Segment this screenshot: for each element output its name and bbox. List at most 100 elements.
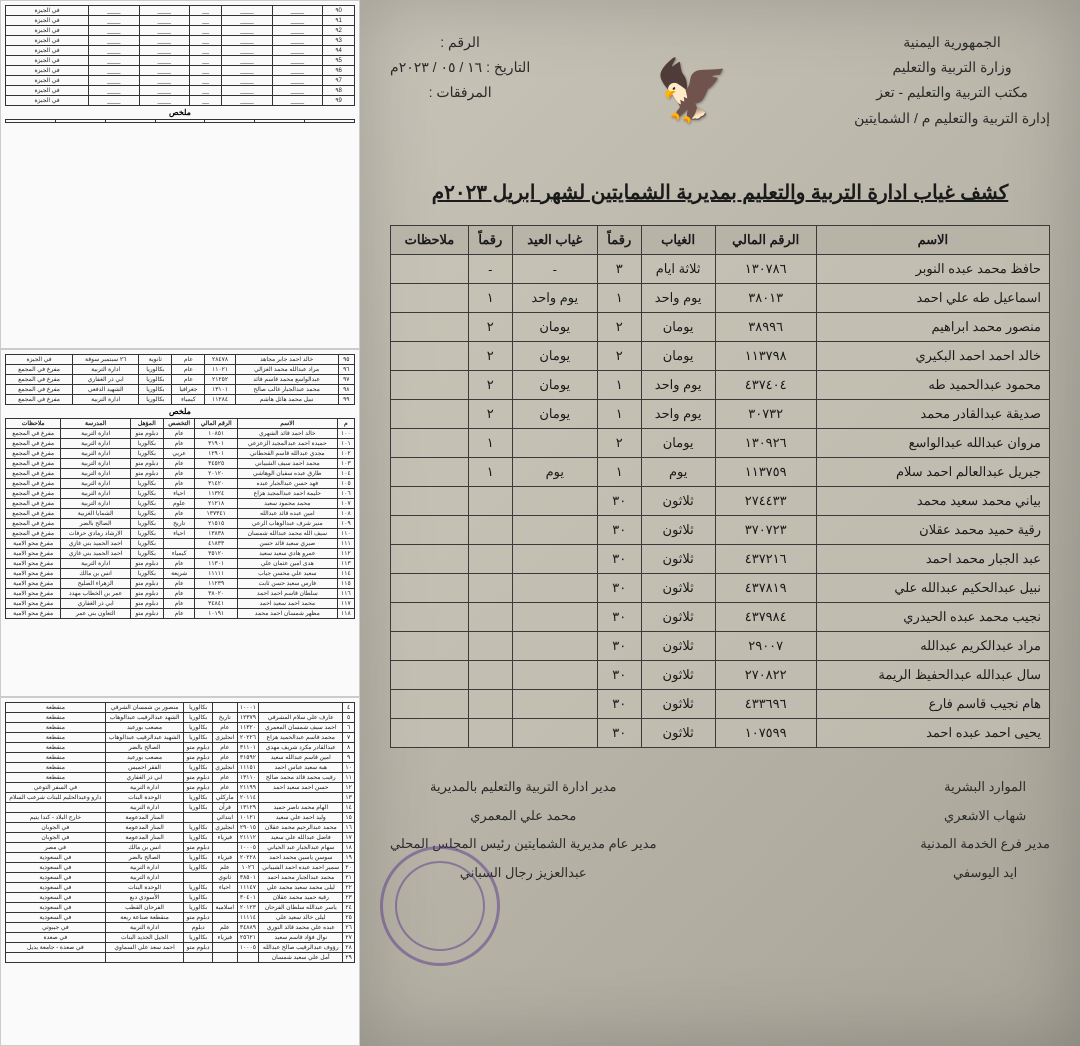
col-absence: الغياب (641, 226, 715, 255)
mini-cell: ٢٥٦٢١ (237, 933, 259, 943)
mini-cell: بكالوريا (184, 833, 213, 843)
table-cell: ٣٠ (597, 632, 641, 661)
mini-cell: ٢٢ (343, 883, 355, 893)
mini-cell: عام (163, 608, 195, 618)
mini-row: ١٧فاضل عبدالله علي سعيد٢١١١٢فيزياءبكالور… (6, 833, 355, 843)
mini-cell: احمد الحميد بني غازي (61, 548, 131, 558)
mini-cell (6, 120, 56, 123)
table-cell: ٤٣٧٤٠٤ (715, 371, 816, 400)
mini-cell: عام (163, 458, 195, 468)
table-cell (391, 487, 469, 516)
mini-row: ١٠٢مجدي عبدالله قاسم القحطاني١٢٩٠١عربيبك… (6, 448, 355, 458)
mini-cell: ____ (222, 6, 273, 16)
mini-cell: في الجيزة (6, 66, 89, 76)
mini-cell: في الجيزة (6, 86, 89, 96)
main-document: الجمهورية اليمنية وزارة التربية والتعليم… (360, 0, 1080, 1046)
mini-cell: ____ (222, 96, 273, 106)
mini-cell: دبلوم متو (184, 773, 213, 783)
table-cell: هام نجيب قاسم فارع (816, 690, 1049, 719)
mini-cell: عبدالواسع محمد قاسم قائد (235, 374, 338, 384)
mini-cell (212, 703, 237, 713)
mini-cell: ____ (222, 16, 273, 26)
mini-cell: عام (212, 783, 237, 793)
table-cell: ثلاثون (641, 487, 715, 516)
mini-cell: ابي ذر الغفاري (73, 374, 139, 384)
mini-cell: __ (190, 16, 222, 26)
table-cell (512, 545, 597, 574)
mini-cell: المنار المدعومة (105, 813, 184, 823)
mini-cell: بكالوريا (139, 394, 172, 404)
mini-cell: حميدة احمد عبدالمجيد الزعزعي (237, 438, 337, 448)
mini-cell: عربي (163, 448, 195, 458)
mini-cell: ____ (89, 6, 140, 16)
mini-cell: __ (190, 56, 222, 66)
mini-cell: ١١٧ (337, 598, 354, 608)
table-row: محمود عبدالحميد طه٤٣٧٤٠٤يوم واحد١يومان٢ (391, 371, 1050, 400)
table-cell (391, 603, 469, 632)
mini-cell: ادارة التربية (105, 873, 184, 883)
mini-cell: عام (212, 723, 237, 733)
mini-cell: بكالوريا (139, 364, 172, 374)
table-cell (512, 603, 597, 632)
mini-row: ١٠٨امين عبده قائد عبدالله١٣٧٣٤١عامبكالور… (6, 508, 355, 518)
mini-cell: ماركلي (212, 793, 237, 803)
mini-cell: دبلوم متو (130, 578, 163, 588)
mini-row: ٩2__________________في الجيزة (6, 26, 355, 36)
mini-cell: مفرغ في المجمع (6, 428, 61, 438)
mini-cell: ٢١١٩٩ (237, 783, 259, 793)
table-cell: مروان عبدالله عبدالواسع (816, 429, 1049, 458)
mini-cell: ٢٠٢٢٨ (237, 853, 259, 863)
mini-row: ٩٨محمد عبدالجبار غالب صالح١٣١٠١جغرافيابك… (6, 384, 355, 394)
mini-cell: مفرغ في المجمع (6, 518, 61, 528)
mini-cell: مفرغ محو الامية (6, 608, 61, 618)
mini-row: ٧محمد قاسم عبدالحميد هزاع٢٠٢٢٦انجليزيبكا… (6, 733, 355, 743)
stamp-inner-ring (395, 861, 485, 951)
mini-cell: بكالوريا (130, 508, 163, 518)
mini-cell: قرآن (212, 803, 237, 813)
mini-cell (184, 953, 213, 963)
mini-cell: في جيبوتي (6, 923, 106, 933)
col-eid-absence: غياب العيد (512, 226, 597, 255)
mini-cell: مفرغ محو الامية (6, 598, 61, 608)
mini-cell: جغرافيا (172, 384, 205, 394)
absence-table: الاسم الرقم المالي الغياب رقماً غياب الع… (390, 225, 1050, 748)
mini-row: ٩٥خالد احمد جابر مجاهد٢٨٤٧٨عامثانوية٢٦ س… (6, 354, 355, 364)
mini-row: ٩امين قاسم عبدالله سعيد٣١٥٩٢عامدبلوم متو… (6, 753, 355, 763)
mini-cell: ٢٣ (343, 893, 355, 903)
mini-cell (255, 120, 305, 123)
mini-row: ٩4__________________في الجيزة (6, 46, 355, 56)
mini-cell: عمر بن الخطاب مهدد (61, 588, 131, 598)
col-absence-num: رقماً (597, 226, 641, 255)
mini-cell: ____ (139, 16, 190, 26)
mini-cell: رقية حميد محمد عقلان (259, 893, 343, 903)
mini-cell: صبري سعيد قائد حسن (237, 538, 337, 548)
mini-cell (212, 953, 237, 963)
table-cell: ٣٠ (597, 574, 641, 603)
mini-cell: ١١٢٨٤ (205, 394, 235, 404)
mini-cell: منقطعة (6, 723, 106, 733)
mini-cell: في السعودية (6, 863, 106, 873)
col-financial: الرقم المالي (715, 226, 816, 255)
mini-cell: في الجيزة (6, 36, 89, 46)
mini-cell: الهام محمد ناصر حميد (259, 803, 343, 813)
mini-cell: ٢٤ (343, 903, 355, 913)
mini-cell: فيزياء (212, 833, 237, 843)
mini-cell: ١٠٨ (337, 508, 354, 518)
col-name: الاسم (816, 226, 1049, 255)
mini-cell: __ (190, 76, 222, 86)
mini-cell: الشهد عبدالرقيب عبدالوهاب (105, 713, 184, 723)
table-cell: يوم واحد (641, 400, 715, 429)
mini-cell: ٩٦ (338, 364, 354, 374)
mini-cell: ١١١٥١ (237, 763, 259, 773)
mini-cell: ١٠٥ (337, 478, 354, 488)
mini-cell: ١١٤ (337, 568, 354, 578)
mini-row: ١٦محمد عبدالرحيم محمد عقلان٢٩٠١٥انجليزيب… (6, 823, 355, 833)
mini-cell: بكالوريا (184, 823, 213, 833)
mini-header-cell: التخصص (163, 418, 195, 428)
mini-cell: في الجيزة (6, 56, 89, 66)
table-cell: عبد الجبار محمد احمد (816, 545, 1049, 574)
table-cell: صديقة عبدالقادر محمد (816, 400, 1049, 429)
table-cell: يومان (641, 342, 715, 371)
mini-cell: احياء (163, 488, 195, 498)
mini-cell: ١٠٤ (337, 468, 354, 478)
